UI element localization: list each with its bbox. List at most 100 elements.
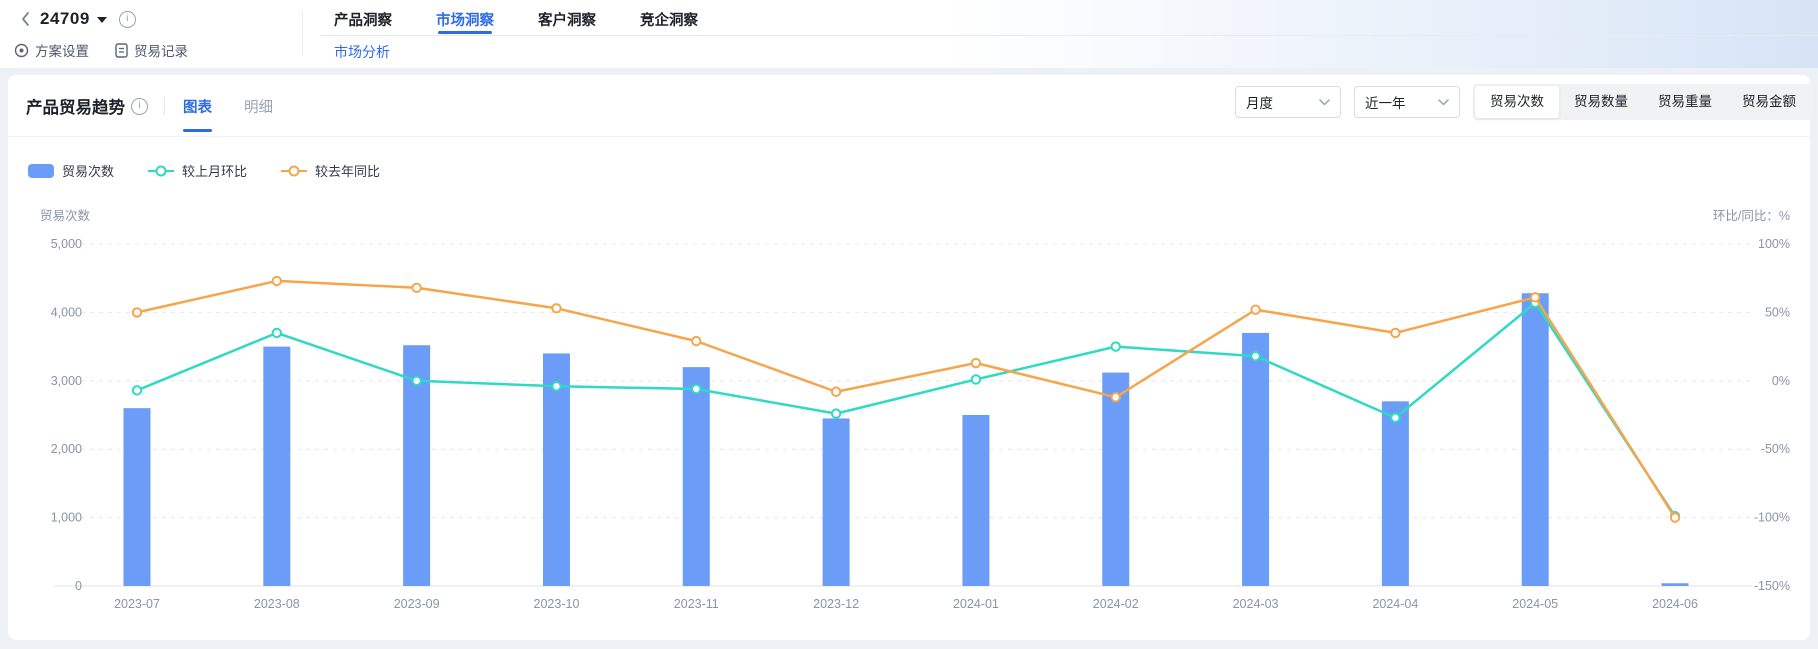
legend-label: 较上月环比 [182,164,248,179]
legend-yoy[interactable]: 较去年同比 [281,161,380,180]
x-axis-label: 2024-02 [1093,597,1139,611]
tab-competitor-insight[interactable]: 竞企洞察 [640,13,698,29]
x-axis-label: 2024-04 [1372,597,1418,611]
point-较上月环比-2023-08[interactable] [271,327,283,339]
header-bottom-border [8,136,1810,137]
bar-2024-05[interactable] [1521,293,1549,586]
point-较上月环比-2024-04[interactable] [1390,412,1401,423]
right-axis-tick: -50% [1761,442,1790,456]
plan-id-value: 24709 [40,9,90,28]
x-axis-label: 2023-11 [674,597,719,611]
plan-info-icon[interactable]: i [118,10,136,28]
plan-settings-label: 方案设置 [35,44,89,59]
target-icon [14,43,29,57]
point-较上月环比-2024-02[interactable] [1110,341,1121,352]
metric-trade-weight-button[interactable]: 贸易重量 [1658,94,1712,109]
tab-customer-insight[interactable]: 客户洞察 [538,13,596,29]
metric-trade-count-button[interactable]: 贸易次数 [1475,86,1559,118]
tab-market-insight[interactable]: 市场洞察 [434,0,496,35]
bar-2023-12[interactable] [822,418,850,586]
bar-2023-08[interactable] [263,346,291,586]
x-axis-label: 2023-10 [534,597,580,611]
legend-trade-count[interactable]: 贸易次数 [28,161,114,180]
left-axis-tick: 5,000 [51,237,82,251]
x-axis-label: 2024-01 [953,597,999,611]
plan-tools: 方案设置 贸易记录 [14,40,188,60]
insight-tabs: 产品洞察 市场洞察 客户洞察 竞企洞察 [332,0,700,35]
plan-id-dropdown[interactable]: 24709 [40,9,107,29]
chart-area[interactable]: 贸易次数 环比/同比：% 5,000 100% 4,000 50% 3,000 0% 2,000… [8,183,1810,631]
point-较去年同比-2023-11[interactable] [691,335,702,347]
bar-2024-01[interactable] [962,415,990,586]
point-较上月环比-2023-09[interactable] [411,375,422,387]
point-较去年同比-2023-08[interactable] [271,275,283,287]
line-较上月环比 [135,301,1677,518]
point-较上月环比-2024-03[interactable] [1250,350,1261,362]
bar-2024-02[interactable] [1102,372,1130,586]
range-select-value: 近一年 [1365,96,1406,111]
point-较去年同比-2024-01[interactable] [970,357,982,369]
header-separator [164,97,165,115]
point-较去年同比-2024-03[interactable] [1250,304,1261,315]
document-icon [115,42,128,58]
point-较去年同比-2023-10[interactable] [551,303,562,314]
vertical-divider [302,12,303,56]
range-select[interactable]: 近一年 [1354,86,1460,118]
trade-trend-chart[interactable]: 贸易次数 环比/同比：% 5,000 100% 4,000 50% 3,000 0% 2,000… [8,183,1810,631]
point-较去年同比-2023-09[interactable] [411,282,422,293]
period-select-value: 月度 [1246,96,1273,111]
tab-chart-view[interactable]: 图表 [181,90,214,132]
trade-trend-card: 产品贸易趋势 i 图表 明细 月度 近一年 贸易次数 贸易数量 贸易重量 贸易金… [8,75,1813,640]
line-marker-icon [281,165,308,176]
bar-2023-07[interactable] [123,408,151,586]
point-较上月环比-2024-01[interactable] [970,374,982,385]
legend-label: 贸易次数 [62,164,115,179]
point-较去年同比-2023-07[interactable] [131,307,143,318]
left-axis-tick: 0 [75,579,82,593]
point-较上月环比-2023-12[interactable] [830,408,842,419]
point-较去年同比-2023-12[interactable] [830,386,842,397]
legend-label: 较去年同比 [315,164,381,179]
tabs-divider-line [320,35,1818,36]
x-axis-label: 2023-07 [114,597,160,611]
x-axis-label: 2023-12 [813,597,859,611]
top-bar: 24709 i 方案设置 贸易记录 产品洞察 市场洞察 客户洞察 竞企洞察 市场… [0,0,1818,68]
metric-button-group: 贸易次数 贸易数量 贸易重量 贸易金额 [1473,84,1813,120]
card-title: 产品贸易趋势 [26,99,125,117]
x-axis-label: 2023-09 [394,597,440,611]
line-marker-icon [148,165,175,176]
caret-down-icon [96,17,107,23]
left-axis-title: 贸易次数 [40,208,91,223]
chevron-down-icon [1319,98,1330,105]
point-较去年同比-2024-02[interactable] [1110,392,1121,403]
left-axis-tick: 2,000 [51,442,82,456]
chevron-down-icon [1438,98,1449,105]
bar-2023-11[interactable] [682,367,710,586]
bar-2024-04[interactable] [1381,401,1409,586]
bar-2024-06[interactable] [1661,583,1689,586]
point-较上月环比-2023-10[interactable] [551,381,562,392]
plan-header: 24709 i [16,9,136,29]
point-较上月环比-2023-07[interactable] [131,385,143,396]
bar-2023-10[interactable] [542,353,570,586]
right-axis-tick: -100% [1754,511,1790,525]
point-较去年同比-2024-06[interactable] [1669,512,1681,523]
metric-trade-quantity-button[interactable]: 贸易数量 [1574,94,1628,109]
back-chevron-icon[interactable] [16,10,34,28]
subtab-market-analysis[interactable]: 市场分析 [334,44,390,60]
point-较去年同比-2024-04[interactable] [1390,327,1401,339]
title-info-icon[interactable]: i [131,97,148,115]
tab-product-insight[interactable]: 产品洞察 [334,13,392,29]
tab-detail-view[interactable]: 明细 [244,99,273,116]
point-较上月环比-2023-11[interactable] [691,383,702,395]
legend-mom[interactable]: 较上月环比 [148,161,247,180]
period-select[interactable]: 月度 [1235,86,1341,118]
metric-trade-amount-button[interactable]: 贸易金额 [1742,94,1796,109]
right-axis-tick: -150% [1754,579,1790,593]
bar-2024-03[interactable] [1242,332,1270,586]
point-较去年同比-2024-05[interactable] [1530,292,1541,303]
trade-records-button[interactable]: 贸易记录 [115,40,188,60]
card-header: 产品贸易趋势 i 图表 明细 [26,88,303,132]
plan-settings-button[interactable]: 方案设置 [14,40,89,60]
